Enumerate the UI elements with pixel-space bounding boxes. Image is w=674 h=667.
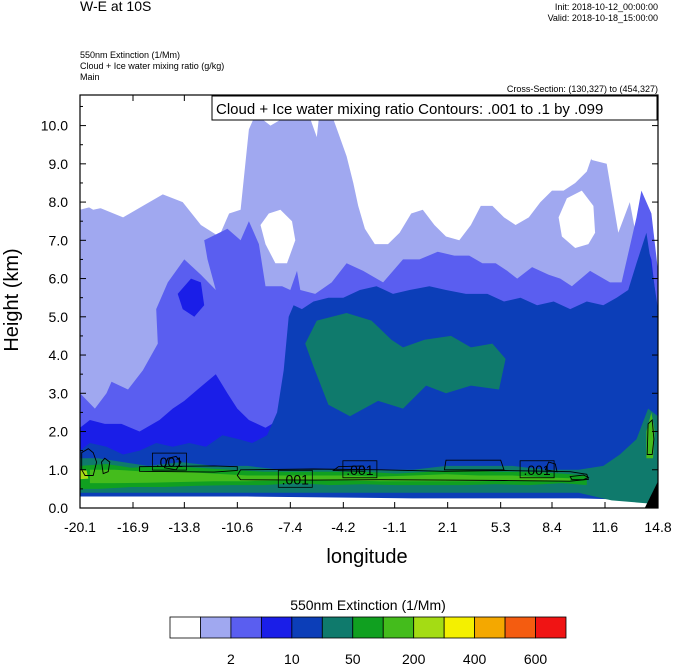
extinction-region-12 [446, 171, 463, 203]
y-tick-label-4: 4.0 [49, 347, 69, 363]
x-tick-label-3: -10.6 [221, 519, 253, 535]
extinction-region-11 [558, 190, 596, 248]
contour-label-2: .001 [346, 462, 373, 478]
colorbar [169, 616, 567, 639]
terrain-mask [644, 481, 658, 508]
x-tick-label-7: 2.1 [438, 519, 458, 535]
contour-line-2 [163, 455, 182, 471]
x-tick-label-5: -4.2 [331, 519, 355, 535]
contour-line-9 [646, 419, 655, 455]
y-tick-label-10: 10.0 [41, 118, 68, 134]
contour-label-3: .001 [523, 462, 550, 478]
colorbar-swatch-10 [474, 616, 506, 639]
y-tick-label-2: 2.0 [49, 424, 69, 440]
colorbar-swatch-11 [504, 616, 536, 639]
cross-section-label: Cross-Section: (130,327) to (454,327) [506, 84, 658, 94]
colorbar-swatch-1 [200, 616, 232, 639]
contour-line-layer [81, 419, 655, 482]
colorbar-label-5: 600 [524, 651, 548, 667]
colorbar-label-1: 10 [284, 651, 300, 667]
contour-label-box-0 [152, 452, 187, 471]
colorbar-swatch-5 [321, 616, 354, 639]
colorbar-swatch-9 [443, 616, 476, 639]
field-label-main: Main [80, 72, 100, 82]
contour-label-box-2 [342, 460, 378, 479]
y-tick-label-3: 3.0 [49, 385, 69, 401]
y-tick-label-0: 0.0 [49, 500, 69, 516]
x-axis-label: longitude [326, 546, 407, 568]
plot-frame [79, 94, 659, 509]
contour-label-box-1 [277, 469, 313, 488]
y-tick-label-9: 9.0 [49, 156, 69, 172]
x-tick-label-0: -20.1 [64, 519, 96, 535]
colorbar-swatch-8 [413, 616, 445, 639]
extinction-region-13 [80, 95, 251, 210]
plot-title: W-E at 10S [80, 0, 152, 14]
y-tick-label-7: 7.0 [49, 232, 69, 248]
x-tick-label-10: 11.6 [592, 519, 618, 535]
extinction-region-10 [320, 95, 605, 245]
contour-line-7 [569, 474, 590, 481]
x-tick-label-6: -1.1 [383, 519, 407, 535]
contour-label-1: .001 [282, 471, 309, 487]
contour-line-5 [443, 459, 505, 471]
y-tick-label-6: 6.0 [49, 271, 69, 287]
x-tick-label-8: 5.3 [491, 519, 511, 535]
colorbar-label-3: 200 [402, 651, 426, 667]
colorbar-label-2: 50 [345, 651, 361, 667]
valid-time: Valid: 2018-10-18_15:00:00 [547, 13, 658, 23]
colorbar-swatch-3 [260, 616, 293, 639]
contour-line-3 [139, 465, 238, 473]
colorbar-swatch-12 [535, 616, 567, 639]
x-tick-label-11: 14.8 [644, 519, 671, 535]
contour-info-box [211, 95, 658, 121]
extinction-region-8 [177, 278, 205, 317]
field-label-mixing-ratio: Cloud + Ice water mixing ratio (g/kg) [80, 61, 225, 71]
contour-info-text: Cloud + Ice water mixing ratio Contours:… [216, 101, 603, 118]
x-axis: -20.1 -16.9 -13.8 -10.6 -7.4 -4.2 -1.1 2.1 5.3 8.… [64, 95, 672, 535]
x-tick-label-4: -7.4 [278, 519, 302, 535]
init-time: Init: 2018-10-12_00:00:00 [554, 2, 658, 12]
contour-label-layer: .001 .001 .001 .001 [152, 452, 555, 488]
y-tick-label-8: 8.0 [49, 194, 69, 210]
colorbar-swatch-2 [230, 616, 262, 639]
colorbar-labels: 2 10 50 200 400 600 [227, 651, 547, 667]
colorbar-swatch-7 [382, 616, 415, 639]
x-tick-label-2: -13.8 [168, 519, 200, 535]
x-tick-label-1: -16.9 [117, 519, 149, 535]
field-label-extinction: 550nm Extinction (1/Mm) [80, 50, 181, 60]
extinction-region-9 [260, 209, 296, 264]
contour-line-6 [544, 461, 558, 473]
extinction-region-2 [80, 240, 658, 501]
colorbar-swatch-6 [352, 616, 384, 639]
y-tick-label-5: 5.0 [49, 309, 69, 325]
contour-line-1 [101, 457, 111, 475]
contour-line-8 [332, 465, 366, 472]
extinction-fill-layer [80, 95, 658, 508]
contour-label-0: .001 [156, 454, 183, 470]
extinction-region-4 [305, 313, 506, 417]
contour-label-box-3 [519, 460, 555, 479]
y-axis-label: Height (km) [1, 248, 23, 351]
colorbar-swatch-4 [291, 616, 323, 639]
x-tick-label-9: 8.4 [542, 519, 562, 535]
colorbar-label-4: 400 [463, 651, 487, 667]
contour-line-0 [81, 448, 98, 476]
colorbar-title: 550nm Extinction (1/Mm) [290, 597, 446, 613]
colorbar-swatch-0 [169, 616, 201, 639]
y-tick-label-1: 1.0 [49, 462, 69, 478]
y-axis: 0.0 1.0 2.0 3.0 4.0 5.0 6.0 7.0 8.0 9.0 10.0 [41, 105, 658, 516]
colorbar-label-0: 2 [227, 651, 235, 667]
